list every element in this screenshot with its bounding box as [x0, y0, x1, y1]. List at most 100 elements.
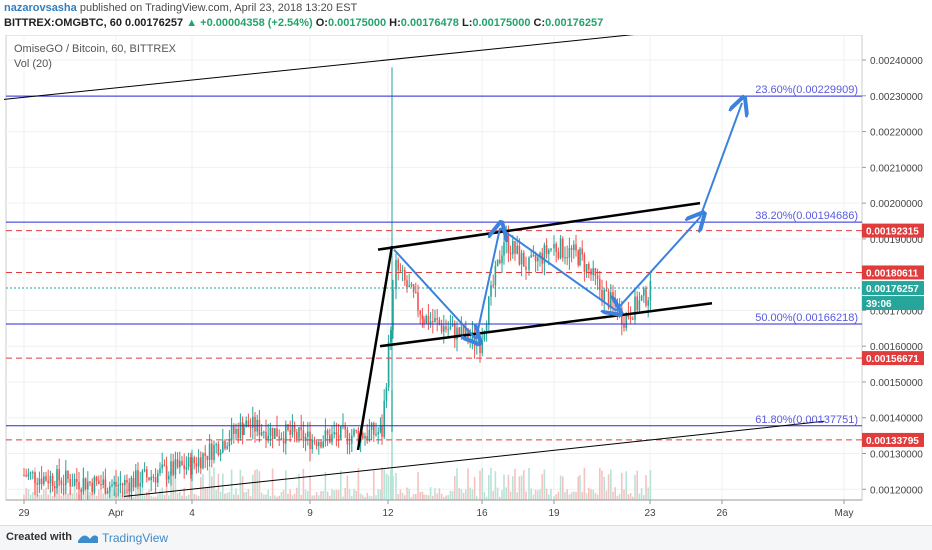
candle-body	[625, 313, 627, 328]
volume-bar	[362, 495, 364, 500]
volume-bar	[258, 471, 261, 500]
y-tick-label: 0.00190000	[870, 235, 923, 246]
volume-bar	[601, 470, 603, 500]
candle-body	[25, 475, 27, 477]
volume-bar	[559, 475, 562, 500]
candle-body	[581, 248, 583, 255]
volume-bar	[566, 489, 568, 500]
volume-bar	[456, 468, 458, 500]
candle-body	[614, 301, 616, 307]
author-name[interactable]: nazarovsasha	[4, 2, 77, 14]
open-label: O:	[315, 17, 328, 29]
open-value: 0.00175000	[327, 17, 387, 29]
chart-area[interactable]: OmiseGO / Bitcoin, 60, BITTREX Vol (20) …	[0, 35, 932, 525]
volume-bar	[38, 494, 41, 500]
candle-body	[603, 289, 605, 302]
candle-body	[154, 477, 157, 483]
tradingview-brand[interactable]: TradingView	[102, 531, 169, 545]
volume-bar	[51, 496, 54, 500]
volume-bar	[357, 467, 360, 500]
volume-bar	[557, 491, 560, 500]
volume-bar	[499, 496, 501, 500]
candle-body	[362, 433, 364, 439]
candle-body	[523, 252, 525, 267]
candle-body	[443, 326, 445, 332]
volume-bar	[447, 495, 449, 500]
candle-body	[496, 259, 499, 267]
candle-body	[73, 478, 76, 486]
volume-bar	[95, 495, 98, 500]
candle-body	[36, 483, 38, 485]
candle-body	[219, 452, 222, 455]
candle-body	[146, 469, 148, 478]
volume-bar	[381, 467, 383, 500]
candle-body	[126, 479, 128, 483]
volume-bar	[649, 470, 652, 500]
candle-body	[344, 425, 346, 430]
volume-bar	[485, 496, 488, 500]
volume-bar	[111, 488, 113, 500]
volume-bar	[425, 494, 427, 500]
candle-body	[115, 481, 117, 487]
volume-bar	[331, 489, 333, 500]
volume-bar	[132, 496, 135, 500]
x-tick-label: 9	[307, 508, 313, 519]
volume-bar	[197, 496, 200, 500]
candle-body	[553, 243, 555, 249]
volume-bar	[383, 469, 385, 500]
candle-body	[596, 275, 599, 279]
price-label-box	[862, 296, 924, 311]
x-axis: 29 Apr 4 9 12 16 19 23 26 May	[6, 499, 862, 519]
grid	[6, 35, 862, 500]
candle-body	[69, 478, 71, 487]
volume-bar	[219, 491, 222, 500]
candle-body	[296, 432, 298, 439]
volume-bar	[629, 493, 632, 500]
candle-body	[217, 444, 220, 455]
volume-bar	[249, 496, 252, 500]
candle-body	[150, 476, 152, 481]
candle-body	[185, 467, 188, 470]
projection-arrow	[393, 248, 476, 339]
projection-arrow	[499, 227, 616, 310]
volume-bar	[256, 469, 258, 500]
volume-bar	[460, 489, 463, 500]
candle-body	[575, 244, 577, 251]
volume-bar	[318, 495, 320, 500]
candle-body	[460, 326, 463, 336]
fib-label: 61.80%(0.00137751)	[755, 414, 858, 426]
volume-bar	[401, 492, 404, 500]
candle-body	[379, 425, 382, 433]
volume-bar	[507, 474, 510, 500]
volume-bar	[329, 495, 331, 500]
volume-bar	[434, 488, 436, 500]
last-price: 0.00176257	[125, 17, 184, 29]
volume-bar	[592, 489, 594, 500]
volume-bar	[375, 495, 377, 500]
candle-body	[84, 478, 87, 490]
volume-bar	[429, 487, 432, 500]
close-value: 0.00176257	[545, 17, 604, 29]
candle-body	[254, 416, 256, 432]
candle-body	[432, 321, 434, 323]
tradingview-logo-icon[interactable]	[76, 529, 100, 547]
volume-bar	[233, 494, 235, 500]
candle-body	[501, 255, 503, 264]
volume-bar	[370, 496, 373, 500]
candle-body	[331, 434, 333, 443]
candle-body	[280, 438, 283, 440]
price-chart[interactable]: OmiseGO / Bitcoin, 60, BITTREX Vol (20) …	[0, 35, 932, 525]
candle-body	[163, 464, 166, 466]
candle-body	[222, 440, 224, 453]
price-label-text: 0.00192315	[866, 227, 919, 238]
candle-body	[492, 285, 494, 287]
candle-body	[507, 234, 510, 253]
candle-body	[176, 459, 179, 468]
volume-bar	[181, 495, 183, 500]
volume-bar	[408, 488, 410, 500]
price-label-text: 39:06	[866, 299, 892, 310]
volume-bar	[607, 474, 610, 500]
candle-body	[509, 252, 512, 255]
candle-body	[539, 252, 541, 257]
candle-body	[357, 431, 360, 443]
